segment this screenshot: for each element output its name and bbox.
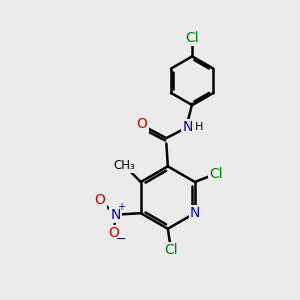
Text: +: + [117, 202, 125, 212]
Text: −: − [115, 233, 126, 246]
Text: CH₃: CH₃ [114, 159, 135, 172]
Text: Cl: Cl [185, 31, 199, 45]
Text: O: O [94, 194, 106, 207]
Text: Cl: Cl [209, 167, 223, 181]
Text: O: O [136, 117, 147, 131]
Text: N: N [183, 120, 193, 134]
Text: N: N [110, 208, 121, 222]
Text: N: N [190, 206, 200, 220]
Text: O: O [109, 226, 119, 240]
Text: H: H [195, 122, 203, 132]
Text: Cl: Cl [164, 243, 178, 257]
